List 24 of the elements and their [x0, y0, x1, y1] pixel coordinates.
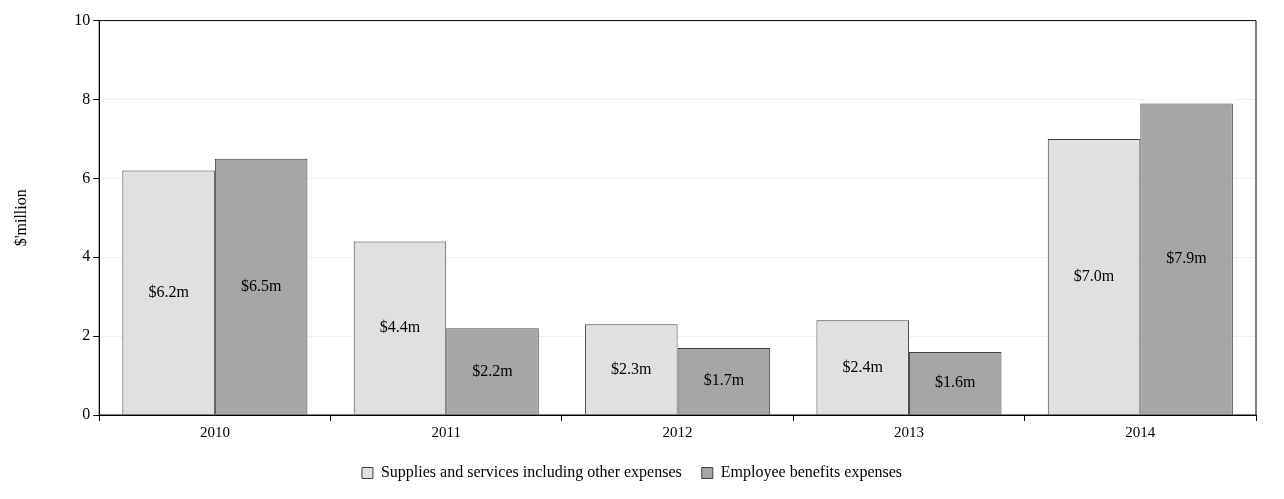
- y-tick-label: 4: [82, 247, 91, 265]
- x-tick-label: 2013: [893, 423, 924, 440]
- data-label: $6.2m: [148, 282, 190, 300]
- data-label: $6.5m: [240, 276, 282, 294]
- data-label: $7.0m: [1073, 266, 1115, 284]
- data-label: $4.4m: [379, 318, 421, 336]
- y-tick-label: 0: [82, 405, 91, 423]
- x-tick-label: 2011: [431, 423, 461, 440]
- legend-label: Employee benefits expenses: [720, 463, 903, 482]
- y-tick-label: 2: [82, 326, 91, 344]
- data-label: $2.3m: [611, 359, 653, 377]
- legend-label: Supplies and services including other expenses: [380, 463, 682, 482]
- data-label: $1.6m: [935, 373, 977, 391]
- data-label: $2.2m: [472, 361, 514, 379]
- y-tick-label: 6: [82, 168, 91, 186]
- data-label: $2.4m: [842, 357, 884, 375]
- data-label: $1.7m: [703, 371, 745, 389]
- x-tick-label: 2010: [199, 423, 230, 440]
- x-tick-label: 2012: [662, 423, 693, 440]
- x-tick-label: 2014: [1125, 423, 1156, 440]
- data-label: $7.9m: [1166, 249, 1208, 267]
- y-axis-title: $'million: [11, 189, 29, 247]
- y-tick-label: 10: [74, 10, 91, 28]
- y-tick-label: 8: [82, 89, 91, 107]
